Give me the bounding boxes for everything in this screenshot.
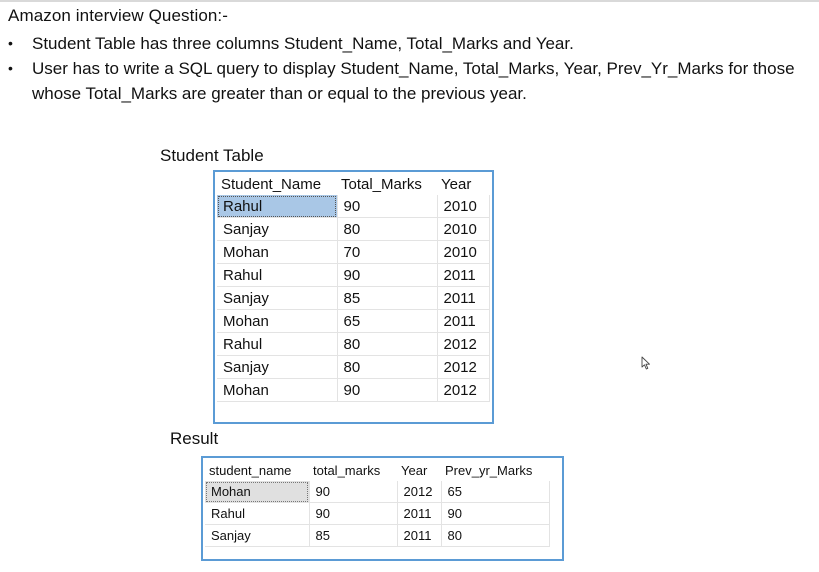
table-cell[interactable]: 85 xyxy=(309,524,398,547)
table-cell[interactable]: 2010 xyxy=(437,217,490,241)
table-cell[interactable]: 90 xyxy=(309,502,398,525)
column-header[interactable]: student_name xyxy=(209,462,292,478)
table-cell[interactable]: 2011 xyxy=(437,286,490,310)
table-row: Sanjay 85 2011 xyxy=(217,286,490,310)
table-row: Rahul 80 2012 xyxy=(217,332,490,356)
table-row: Sanjay 80 2010 xyxy=(217,217,490,241)
table-cell[interactable]: Mohan xyxy=(217,378,338,402)
table-cell[interactable]: Sanjay xyxy=(217,286,338,310)
table-row: Mohan 90 2012 65 xyxy=(205,481,550,503)
bullet-icon: • xyxy=(8,60,13,76)
table-cell[interactable]: 2010 xyxy=(437,240,490,264)
student-table-caption: Student Table xyxy=(160,146,264,165)
table-cell[interactable]: 2012 xyxy=(437,332,490,356)
column-header[interactable]: total_marks xyxy=(313,462,381,478)
table-row: Rahul 90 2011 xyxy=(217,263,490,287)
table-cell[interactable]: 80 xyxy=(337,355,438,379)
bullet-text: Student Table has three columns Student_… xyxy=(32,34,574,53)
table-cell[interactable]: Rahul xyxy=(217,263,338,287)
header-row: student_name total_marks Year Prev_yr_Ma… xyxy=(205,459,549,481)
table-row: Sanjay 80 2012 xyxy=(217,355,490,379)
table-cell[interactable]: 2012 xyxy=(437,378,490,402)
table-cell[interactable]: 80 xyxy=(337,217,438,241)
page-title: Amazon interview Question:- xyxy=(8,6,229,25)
student-table-grid[interactable]: Student_Name Total_Marks Year Rahul 90 2… xyxy=(213,170,494,424)
table-cell[interactable]: 90 xyxy=(441,502,550,525)
table-cell[interactable]: 2011 xyxy=(437,309,490,333)
table-row: Rahul 90 2011 90 xyxy=(205,502,550,525)
table-cell[interactable]: 65 xyxy=(337,309,438,333)
table-row: Mohan 65 2011 xyxy=(217,309,490,333)
table-cell[interactable]: 2010 xyxy=(437,195,490,218)
column-header[interactable]: Year xyxy=(401,462,428,478)
question-bullets: • Student Table has three columns Studen… xyxy=(8,31,808,106)
table-cell[interactable]: Sanjay xyxy=(217,217,338,241)
table-cell[interactable]: 90 xyxy=(337,378,438,402)
table-cell[interactable]: 2011 xyxy=(397,502,442,525)
table-row: Rahul 90 2010 xyxy=(217,195,490,218)
table-cell[interactable]: 2011 xyxy=(397,524,442,547)
table-cell[interactable]: Rahul xyxy=(217,195,338,218)
table-cell[interactable]: Mohan xyxy=(217,240,338,264)
bullet-item: • Student Table has three columns Studen… xyxy=(8,31,808,56)
table-cell[interactable]: 80 xyxy=(441,524,550,547)
top-divider xyxy=(0,0,819,2)
column-header[interactable]: Year xyxy=(441,175,472,193)
table-cell[interactable]: Rahul xyxy=(217,332,338,356)
table-cell[interactable]: 90 xyxy=(337,195,438,218)
student-table: Student_Name Total_Marks Year Rahul 90 2… xyxy=(217,173,490,402)
result-table-caption: Result xyxy=(170,429,219,448)
table-cell[interactable]: Sanjay xyxy=(205,524,310,547)
header-row: Student_Name Total_Marks Year xyxy=(217,173,489,195)
table-cell[interactable]: Sanjay xyxy=(217,355,338,379)
table-cell[interactable]: 2012 xyxy=(397,481,442,503)
table-cell[interactable]: 65 xyxy=(441,481,550,503)
table-cell[interactable]: 70 xyxy=(337,240,438,264)
column-header[interactable]: Prev_yr_Marks xyxy=(445,462,533,478)
bullet-icon: • xyxy=(8,35,13,51)
bullet-item: • User has to write a SQL query to displ… xyxy=(8,56,808,106)
table-cell[interactable]: 80 xyxy=(337,332,438,356)
table-cell[interactable]: 85 xyxy=(337,286,438,310)
result-table-grid[interactable]: student_name total_marks Year Prev_yr_Ma… xyxy=(201,456,564,561)
mouse-cursor-icon xyxy=(641,356,650,370)
result-table: student_name total_marks Year Prev_yr_Ma… xyxy=(205,459,550,547)
table-cell[interactable]: 90 xyxy=(337,263,438,287)
table-cell[interactable]: 2012 xyxy=(437,355,490,379)
table-row: Mohan 90 2012 xyxy=(217,378,490,402)
column-header[interactable]: Total_Marks xyxy=(341,175,422,193)
table-cell[interactable]: Mohan xyxy=(217,309,338,333)
column-header[interactable]: Student_Name xyxy=(221,175,322,193)
table-row: Sanjay 85 2011 80 xyxy=(205,524,550,547)
bullet-text: User has to write a SQL query to display… xyxy=(32,59,795,103)
table-cell[interactable]: Mohan xyxy=(205,481,310,503)
table-cell[interactable]: Rahul xyxy=(205,502,310,525)
table-cell[interactable]: 90 xyxy=(309,481,398,503)
table-cell[interactable]: 2011 xyxy=(437,263,490,287)
table-row: Mohan 70 2010 xyxy=(217,240,490,264)
